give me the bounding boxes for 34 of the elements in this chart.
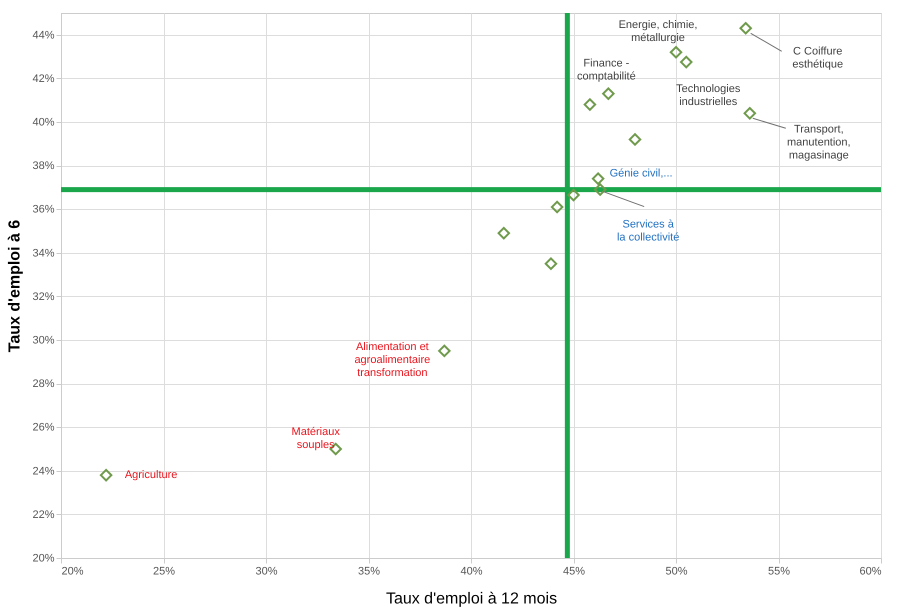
x-tick-label: 40% bbox=[460, 566, 483, 578]
x-tick-label: 60% bbox=[859, 566, 882, 578]
y-tick-label: 38% bbox=[32, 160, 55, 172]
y-axis-title: Taux d'emploi à 6 bbox=[6, 220, 24, 352]
x-tick-label: 50% bbox=[665, 566, 688, 578]
y-tick-label: 26% bbox=[32, 422, 55, 434]
annotation: C Coiffure esthétique bbox=[792, 45, 844, 70]
annotation: Génie civil,... bbox=[610, 168, 673, 180]
y-tick-label: 22% bbox=[32, 508, 55, 521]
y-tick-label: 34% bbox=[32, 247, 55, 260]
annotation: Services à la collectivité bbox=[616, 218, 680, 244]
annotation: Transport, manutention, magasinage bbox=[786, 123, 851, 162]
y-tick-label: 24% bbox=[32, 465, 55, 478]
x-tick-label: 55% bbox=[768, 566, 790, 578]
annotation: Agriculture bbox=[124, 469, 178, 482]
annotation: Technologies industrielles bbox=[676, 83, 741, 108]
y-tick-label: 28% bbox=[32, 378, 55, 390]
x-tick-label: 45% bbox=[562, 566, 586, 578]
y-tick-label: 36% bbox=[32, 204, 55, 216]
y-tick-label: 42% bbox=[32, 72, 55, 85]
x-axis-title: Taux d'emploi à 12 mois bbox=[386, 590, 558, 608]
annotation: Alimentation et agroalimentaire transformation bbox=[354, 340, 430, 379]
annotation: Energie, chimie, métallurgie bbox=[618, 19, 698, 44]
x-tick-label: 30% bbox=[255, 566, 278, 578]
y-tick-label: 30% bbox=[32, 334, 55, 346]
annotation: Finance - comptabilité bbox=[577, 58, 636, 83]
x-tick-label: 25% bbox=[152, 566, 176, 578]
y-tick-label: 32% bbox=[32, 290, 55, 303]
x-tick-label: 35% bbox=[358, 566, 380, 578]
x-tick-label: 20% bbox=[62, 566, 84, 578]
y-tick-label: 20% bbox=[32, 552, 55, 564]
y-tick-label: 44% bbox=[32, 29, 55, 42]
y-tick-label: 40% bbox=[32, 116, 55, 128]
annotation: Matériaux souples bbox=[292, 426, 340, 451]
